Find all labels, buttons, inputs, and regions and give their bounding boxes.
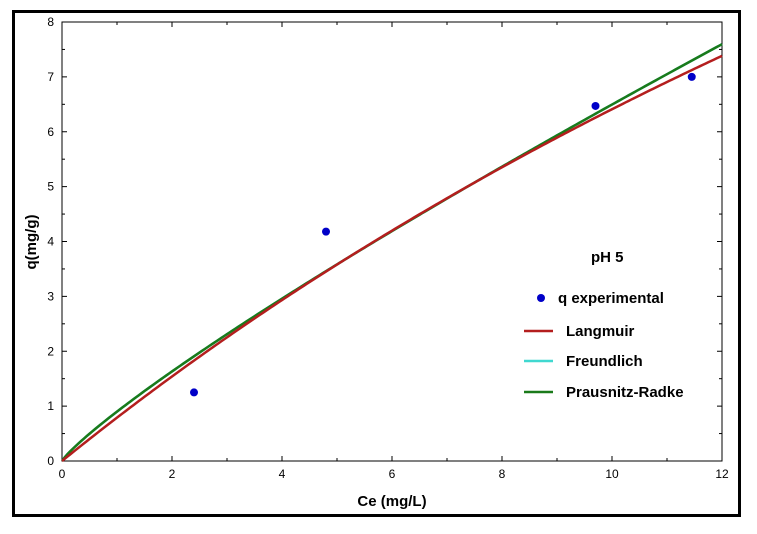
chart-frame xyxy=(12,10,741,517)
x-tick-label: 0 xyxy=(59,467,66,481)
data-point xyxy=(322,227,330,236)
y-tick-label: 7 xyxy=(47,70,54,84)
y-tick-label: 0 xyxy=(47,454,54,468)
legend-label-freundlich: Freundlich xyxy=(566,353,643,370)
legend-title: pH 5 xyxy=(591,249,624,266)
x-tick-label: 8 xyxy=(499,467,506,481)
y-tick-label: 5 xyxy=(47,180,54,194)
y-axis: 0 1 2 3 4 5 6 7 8 xyxy=(47,15,722,468)
legend-label-q-experimental: q experimental xyxy=(558,290,664,307)
model-curves xyxy=(60,43,723,462)
legend-label-langmuir: Langmuir xyxy=(566,323,634,340)
x-tick-label: 4 xyxy=(279,467,286,481)
data-point xyxy=(687,72,696,81)
y-tick-label: 2 xyxy=(47,344,54,358)
data-point xyxy=(190,388,198,397)
legend: pH 5 q experimental Langmuir Freundlich … xyxy=(524,249,684,401)
y-tick-label: 1 xyxy=(47,399,54,413)
x-tick-label: 12 xyxy=(715,467,729,481)
y-tick-label: 3 xyxy=(47,289,54,303)
x-tick-label: 10 xyxy=(605,467,619,481)
y-tick-label: 4 xyxy=(47,235,54,249)
y-tick-label: 8 xyxy=(47,15,54,29)
data-point xyxy=(591,101,600,110)
legend-marker-q-experimental xyxy=(537,294,545,302)
y-tick-label: 6 xyxy=(47,125,54,139)
x-tick-label: 2 xyxy=(169,467,176,481)
legend-label-prausnitz-radke: Prausnitz-Radke xyxy=(566,384,684,401)
x-axis: 0 2 4 6 8 10 12 xyxy=(59,22,729,481)
curve-langmuir xyxy=(61,54,723,462)
experimental-points xyxy=(190,72,696,397)
x-axis-title: Ce (mg/L) xyxy=(357,493,426,510)
y-axis-title: q(mg/g) xyxy=(23,215,40,270)
x-tick-label: 6 xyxy=(389,467,396,481)
